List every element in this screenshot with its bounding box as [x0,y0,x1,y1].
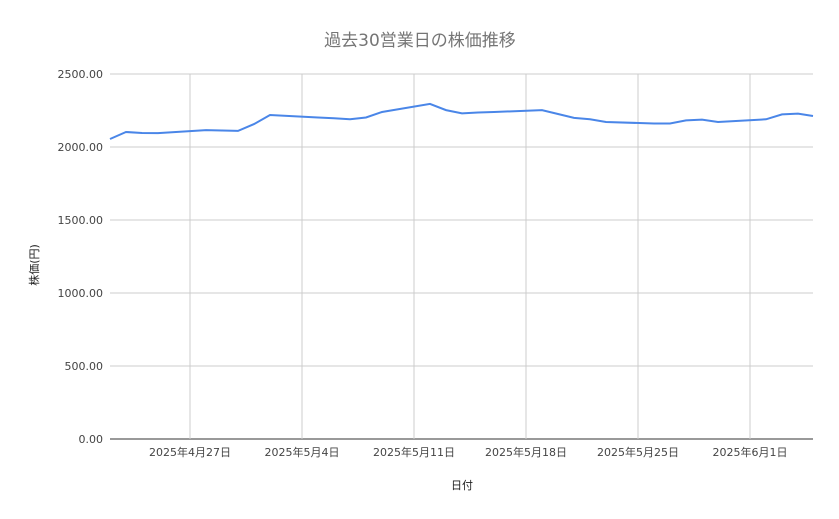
y-tick-label: 2000.00 [58,141,104,154]
chart-title: 過去30営業日の株価推移 [324,31,516,51]
x-axis-label: 日付 [451,479,473,492]
series-line [109,102,814,140]
x-tick-label: 2025年5月4日 [265,445,340,459]
y-tick-label: 1500.00 [58,214,104,227]
x-tick-label: 2025年6月1日 [713,445,788,459]
x-tick-label: 2025年5月25日 [597,445,679,459]
x-tick-label: 2025年5月11日 [373,445,455,459]
y-tick-label: 1000.00 [58,287,104,300]
y-tick-label: 0.00 [79,433,104,446]
y-tick-label: 500.00 [65,360,104,373]
x-tick-label: 2025年4月27日 [149,445,231,459]
y-axis-label: 株価(円) [27,244,41,286]
x-tick-label: 2025年5月18日 [485,445,567,459]
y-tick-label: 2500.00 [58,68,104,81]
